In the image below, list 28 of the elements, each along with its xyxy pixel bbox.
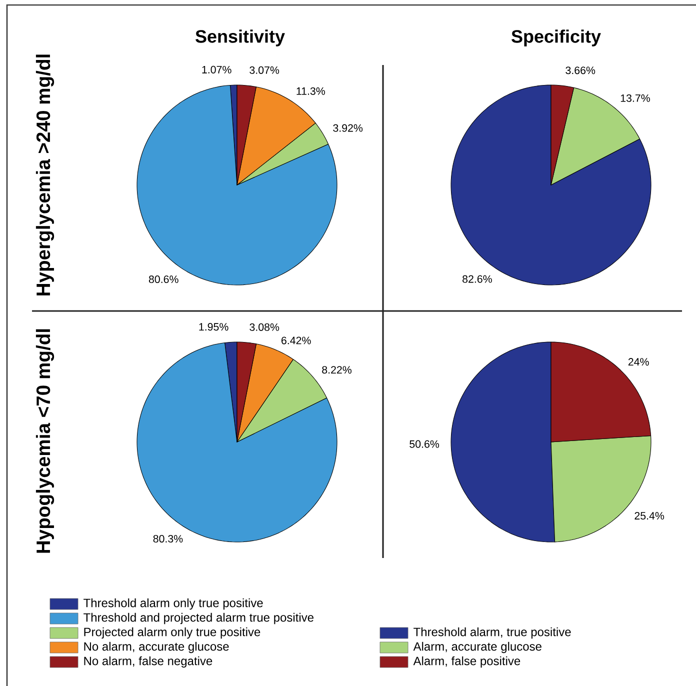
legend-label: Alarm, false positive xyxy=(413,656,520,668)
chart-title: Specificity xyxy=(512,30,601,46)
text: Hypoglycemia <70 mg/dl xyxy=(36,329,54,553)
text: Hyperglycemia >240 mg/dl xyxy=(36,54,54,296)
legend-label: Threshold and projected alarm true positive xyxy=(84,612,314,624)
data-label: 6.42% xyxy=(282,336,311,344)
data-label: 8.22% xyxy=(322,366,352,374)
data-label: 3.07% xyxy=(250,66,280,74)
legend-label: Threshold alarm only true positive xyxy=(84,598,263,610)
data-label: 1.07% xyxy=(202,66,232,74)
data-label: 80.3% xyxy=(153,534,183,543)
legend-label: Threshold alarm, true positive xyxy=(414,627,571,639)
legend-label: No alarm, accurate glucose xyxy=(84,642,229,654)
data-label: 3.08% xyxy=(250,323,280,331)
legend-label: Alarm, accurate glucose xyxy=(413,642,542,654)
data-label: 24% xyxy=(628,358,649,366)
data-label: 13.7% xyxy=(620,94,650,102)
data-label: 1.95% xyxy=(199,323,228,331)
chart-title: Sensitivity xyxy=(196,30,285,46)
data-label: 11.3% xyxy=(296,87,325,95)
data-label: 50.6% xyxy=(410,440,440,448)
data-label: 3.66% xyxy=(566,66,596,74)
legend-label: Projected alarm only true positive xyxy=(84,627,260,639)
legend-label: No alarm, false negative xyxy=(84,656,212,668)
data-label: 25.4% xyxy=(634,512,664,520)
data-label: 82.6% xyxy=(462,275,492,283)
data-label: 3.92% xyxy=(333,124,363,132)
data-label: 80.6% xyxy=(148,276,178,284)
